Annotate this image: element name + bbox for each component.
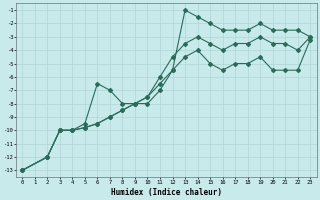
X-axis label: Humidex (Indice chaleur): Humidex (Indice chaleur) <box>111 188 222 197</box>
